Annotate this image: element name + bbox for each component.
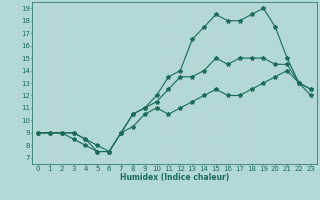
X-axis label: Humidex (Indice chaleur): Humidex (Indice chaleur) <box>120 173 229 182</box>
